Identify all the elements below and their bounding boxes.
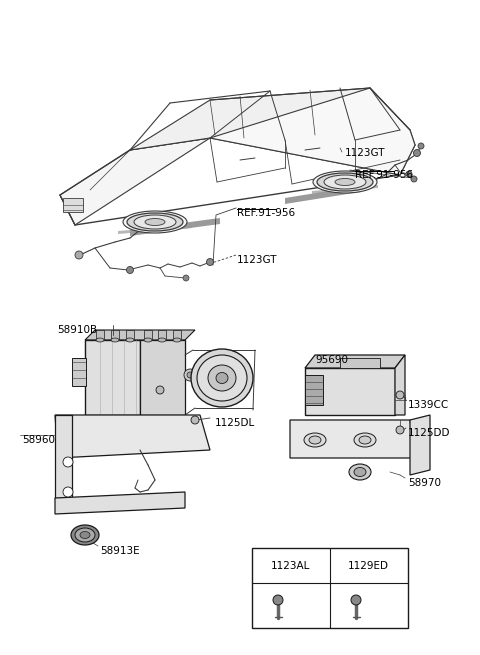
Ellipse shape: [173, 338, 181, 342]
Polygon shape: [60, 138, 210, 225]
Polygon shape: [140, 340, 185, 415]
Text: 58913E: 58913E: [100, 546, 140, 556]
Text: 58960: 58960: [22, 435, 55, 445]
Ellipse shape: [96, 338, 104, 342]
Circle shape: [406, 171, 412, 177]
Ellipse shape: [335, 179, 355, 185]
Bar: [340, 358, 380, 368]
Polygon shape: [410, 415, 430, 475]
Ellipse shape: [126, 338, 134, 342]
Circle shape: [413, 149, 420, 157]
Bar: [126, 330, 134, 340]
Polygon shape: [85, 340, 140, 415]
Polygon shape: [130, 88, 410, 175]
Text: REF.91-956: REF.91-956: [237, 208, 295, 218]
Bar: [111, 330, 119, 340]
Polygon shape: [290, 420, 415, 458]
Text: 1125DL: 1125DL: [215, 418, 255, 428]
Ellipse shape: [145, 219, 165, 225]
Circle shape: [273, 595, 283, 605]
Polygon shape: [285, 186, 360, 204]
Polygon shape: [312, 185, 378, 194]
Ellipse shape: [158, 338, 166, 342]
Polygon shape: [55, 415, 72, 498]
Bar: [173, 330, 181, 340]
Polygon shape: [118, 225, 192, 234]
Ellipse shape: [309, 436, 321, 444]
Ellipse shape: [80, 531, 90, 538]
Text: 1123GT: 1123GT: [345, 148, 385, 158]
Ellipse shape: [359, 436, 371, 444]
Ellipse shape: [123, 211, 187, 233]
Text: 58970: 58970: [408, 478, 441, 488]
Ellipse shape: [111, 338, 119, 342]
Ellipse shape: [71, 525, 99, 545]
Bar: [252, 548, 408, 628]
Ellipse shape: [304, 433, 326, 447]
Circle shape: [156, 386, 164, 394]
Ellipse shape: [127, 213, 183, 231]
Text: 1339CC: 1339CC: [408, 400, 449, 410]
Circle shape: [351, 595, 361, 605]
Bar: [158, 330, 166, 340]
Bar: [63, 198, 83, 212]
Ellipse shape: [216, 373, 228, 383]
Ellipse shape: [75, 528, 95, 542]
Text: 1125DD: 1125DD: [408, 428, 451, 438]
Text: 1123GT: 1123GT: [237, 255, 277, 265]
Text: REF.91-956: REF.91-956: [355, 170, 413, 180]
Polygon shape: [85, 330, 195, 340]
Circle shape: [187, 372, 193, 378]
Polygon shape: [210, 88, 415, 175]
Circle shape: [183, 275, 189, 281]
Ellipse shape: [324, 175, 366, 189]
Text: 1123AL: 1123AL: [270, 561, 310, 571]
Ellipse shape: [197, 355, 247, 401]
Bar: [305, 375, 323, 405]
Ellipse shape: [134, 215, 176, 229]
Bar: [72, 358, 86, 386]
Polygon shape: [305, 368, 395, 415]
Ellipse shape: [208, 365, 236, 391]
Ellipse shape: [354, 433, 376, 447]
Polygon shape: [55, 415, 210, 458]
Circle shape: [184, 369, 196, 381]
Bar: [96, 330, 104, 340]
Ellipse shape: [349, 464, 371, 480]
Circle shape: [63, 457, 73, 467]
Polygon shape: [85, 340, 185, 355]
Circle shape: [63, 487, 73, 497]
Circle shape: [396, 426, 404, 434]
Polygon shape: [130, 218, 220, 236]
Circle shape: [418, 143, 424, 149]
Text: 1129ED: 1129ED: [348, 561, 388, 571]
Bar: [144, 330, 152, 340]
Text: 58910B: 58910B: [57, 325, 97, 335]
Ellipse shape: [317, 173, 373, 191]
Circle shape: [411, 176, 417, 182]
Polygon shape: [395, 355, 405, 415]
Circle shape: [75, 251, 83, 259]
Circle shape: [127, 267, 133, 274]
Text: 95690: 95690: [315, 355, 348, 365]
Polygon shape: [55, 492, 185, 514]
Ellipse shape: [313, 171, 377, 193]
Ellipse shape: [354, 468, 366, 476]
Circle shape: [396, 391, 404, 399]
Circle shape: [191, 416, 199, 424]
Polygon shape: [305, 355, 405, 368]
Ellipse shape: [191, 349, 253, 407]
Circle shape: [206, 259, 214, 265]
Ellipse shape: [144, 338, 152, 342]
